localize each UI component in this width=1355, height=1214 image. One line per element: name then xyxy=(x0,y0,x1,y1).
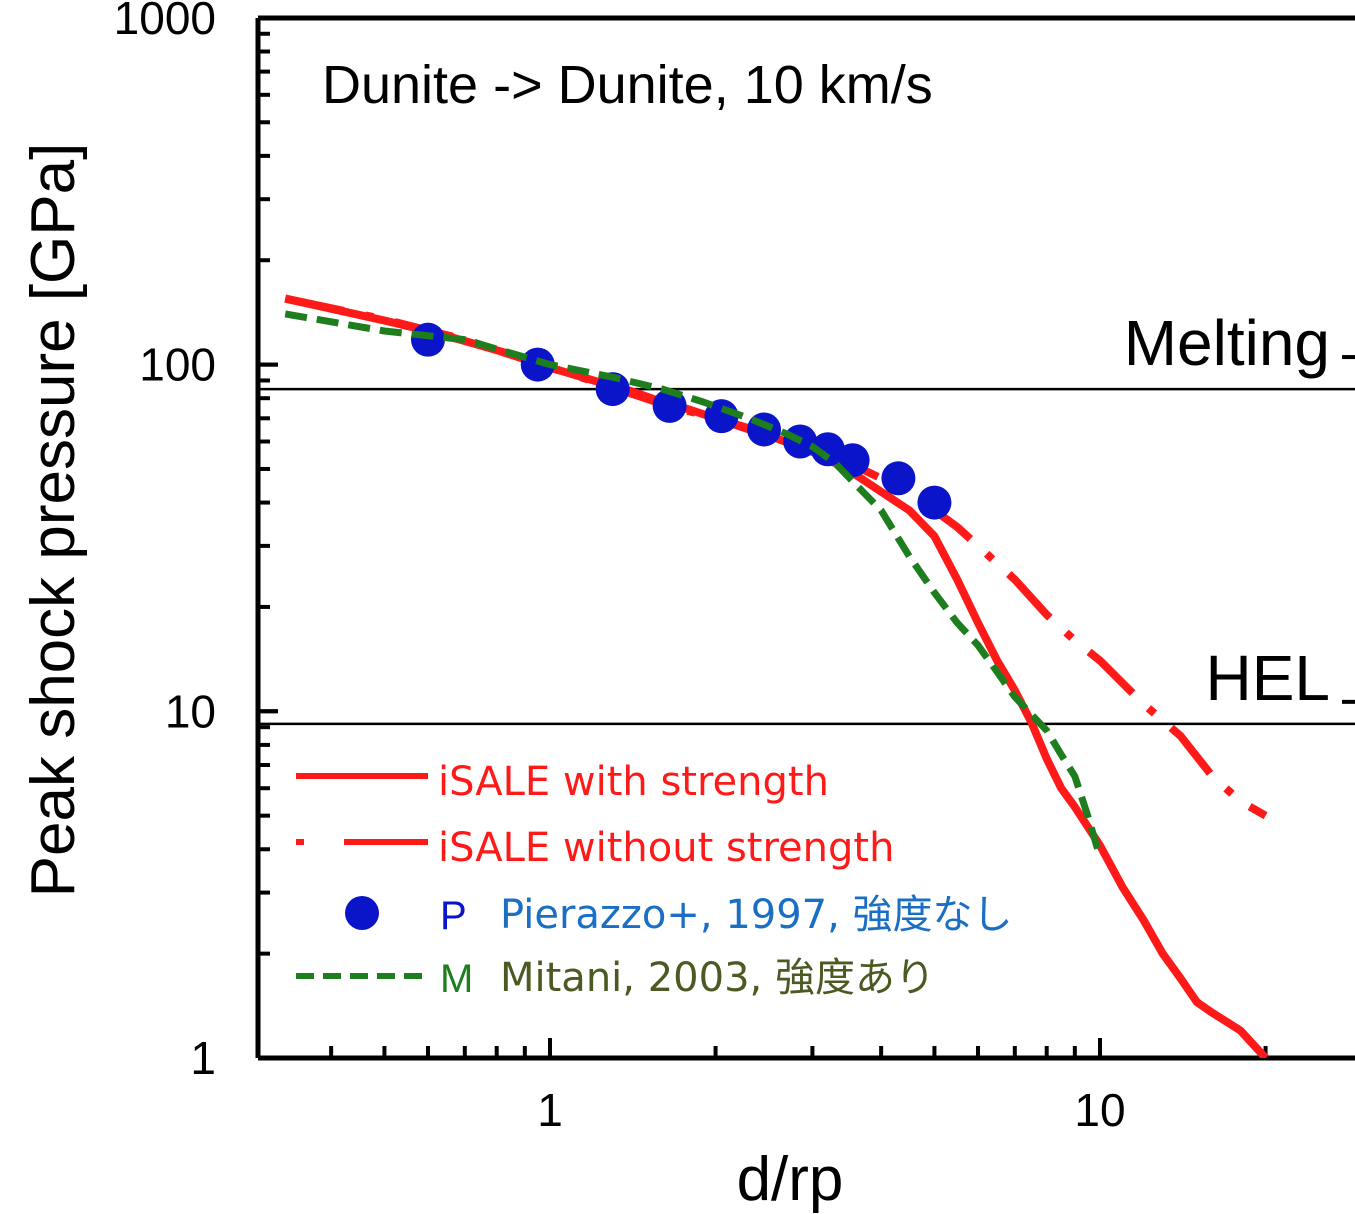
y-tick-label: 10 xyxy=(165,685,216,737)
legend-label-isale-without-strength: iSALE without strength xyxy=(438,825,894,871)
chart-title: Dunite -> Dunite, 10 km/s xyxy=(322,55,933,115)
mitani-line xyxy=(284,310,1104,858)
melting-label: Melting xyxy=(1124,307,1330,379)
legend-swatch-pierazzo xyxy=(345,896,379,930)
legend-marker-label-m: M xyxy=(440,957,473,1001)
x-tick-label: 1 xyxy=(537,1084,563,1136)
x-axis-title: d/rp xyxy=(737,1145,844,1214)
pierazzo-point xyxy=(410,322,445,357)
pierazzo-point xyxy=(595,372,630,407)
x-tick-label: 10 xyxy=(1074,1084,1125,1136)
y-tick-label: 100 xyxy=(139,339,216,391)
pierazzo-point xyxy=(747,412,782,447)
plot-area xyxy=(284,294,1269,1058)
legend-label-mitani: Mitani, 2003, 強度あり xyxy=(500,955,935,1001)
legend xyxy=(296,773,428,979)
y-tick-label: 1 xyxy=(190,1032,216,1084)
pierazzo-point xyxy=(917,485,952,520)
y-tick-label: 1000 xyxy=(114,0,216,44)
legend-marker-label-p: P xyxy=(440,894,467,938)
pierazzo-point xyxy=(704,399,739,434)
legend-label-isale-with-strength: iSALE with strength xyxy=(438,759,829,805)
isale-without-strength-line xyxy=(284,294,1268,820)
pierazzo-point xyxy=(881,461,916,496)
legend-label-pierazzo: Pierazzo+, 1997, 強度なし xyxy=(500,892,1013,938)
hel-label: HEL xyxy=(1206,642,1331,714)
y-axis-title: Peak shock pressure [GPa] xyxy=(19,143,88,898)
